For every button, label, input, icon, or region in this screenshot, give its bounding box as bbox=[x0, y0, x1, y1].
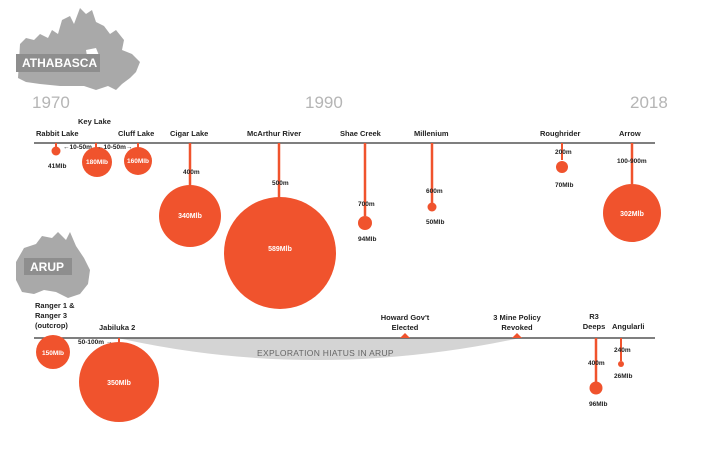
event-howard-govt-elected: Howard Gov't Elected bbox=[381, 313, 430, 338]
resource-value: 26Mlb bbox=[614, 373, 632, 380]
exploration-hiatus-label: EXPLORATION HIATUS IN ARUP bbox=[257, 348, 394, 358]
resource-bubble bbox=[358, 216, 372, 230]
resource-bubble bbox=[124, 147, 152, 175]
deposit-name: Angularli bbox=[612, 322, 645, 331]
resource-value: 589Mlb bbox=[268, 246, 292, 253]
deposit-shae-creek: Shae Creek 700m 94Mlb bbox=[340, 129, 382, 243]
depth-label: 400m bbox=[183, 169, 200, 176]
deposit-name: Millenium bbox=[414, 129, 449, 138]
event-label-line2: Elected bbox=[392, 323, 419, 332]
resource-bubble bbox=[36, 335, 70, 369]
gap-label-1: ←10-50m bbox=[63, 144, 92, 151]
resource-bubble bbox=[82, 147, 112, 177]
resource-value: 302Mlb bbox=[620, 211, 644, 218]
deposit-name-line3: (outcrop) bbox=[35, 321, 68, 330]
gap-label-2: ←10-50m→ bbox=[97, 144, 132, 151]
event-label-line1: 3 Mine Policy bbox=[493, 313, 541, 322]
resource-value: 160Mlb bbox=[127, 158, 149, 165]
deposit-rabbit-lake: Rabbit Lake 41Mlb bbox=[36, 129, 79, 170]
deposit-cluff-lake: Cluff Lake 160Mlb bbox=[118, 129, 154, 175]
resource-value: 150Mlb bbox=[42, 350, 64, 357]
deposit-name: Roughrider bbox=[540, 129, 580, 138]
deposit-name-line1: Ranger 1 & bbox=[35, 301, 75, 310]
depth-label: 400m bbox=[588, 360, 605, 367]
depth-label: 200m bbox=[555, 149, 572, 156]
deposit-mcarthur-river: McArthur River 500m 589Mlb bbox=[224, 129, 336, 309]
deposit-name: McArthur River bbox=[247, 129, 301, 138]
deposit-millenium: Millenium 600m 50Mlb bbox=[414, 129, 449, 226]
deposit-cigar-lake: Cigar Lake 400m 340Mlb bbox=[159, 129, 221, 247]
resource-bubble bbox=[224, 197, 336, 309]
depth-label: 240m bbox=[614, 347, 631, 354]
deposit-name: Jabiluka 2 bbox=[99, 323, 135, 332]
australia-map: ARUP bbox=[16, 232, 90, 298]
event-marker bbox=[512, 333, 522, 338]
resource-bubble bbox=[159, 185, 221, 247]
deposit-r3-deeps: R3 Deeps 400m 96Mlb bbox=[583, 312, 608, 408]
depth-label: 500m bbox=[272, 180, 289, 187]
resource-value: 50Mlb bbox=[426, 219, 444, 226]
resource-bubble bbox=[556, 161, 568, 173]
athabasca-label-bg bbox=[16, 54, 100, 72]
region-label-arup: ARUP bbox=[30, 260, 64, 274]
deposit-name-line2: Deeps bbox=[583, 322, 606, 331]
event-label-line2: Revoked bbox=[501, 323, 533, 332]
depth-label: 50-100m → bbox=[78, 339, 112, 346]
year-1970: 1970 bbox=[32, 93, 70, 112]
arup-label-bg bbox=[24, 258, 72, 275]
resource-bubble bbox=[427, 202, 437, 212]
resource-value: 70Mlb bbox=[555, 182, 573, 189]
deposit-ranger: Ranger 1 & Ranger 3 (outcrop) 150Mlb bbox=[35, 301, 75, 369]
deposit-roughrider: Roughrider 200m 70Mlb bbox=[540, 129, 580, 189]
deposit-arrow: Arrow 100-900m 302Mlb bbox=[603, 129, 661, 242]
deposit-name: Cluff Lake bbox=[118, 129, 154, 138]
deposit-name: Rabbit Lake bbox=[36, 129, 79, 138]
resource-value: 41Mlb bbox=[48, 163, 66, 170]
year-1990: 1990 bbox=[305, 93, 343, 112]
deposit-name-line1: R3 bbox=[589, 312, 599, 321]
deposit-name-line2: Ranger 3 bbox=[35, 311, 67, 320]
canada-map-shape bbox=[18, 8, 140, 90]
deposit-key-lake: Key Lake 180Mlb bbox=[78, 117, 112, 177]
resource-bubble bbox=[79, 342, 159, 422]
resource-bubble bbox=[51, 146, 61, 156]
deposit-name: Key Lake bbox=[78, 117, 111, 126]
resource-bubble bbox=[618, 361, 624, 367]
depth-label: 100-900m bbox=[617, 158, 647, 165]
year-2018: 2018 bbox=[630, 93, 668, 112]
resource-value: 96Mlb bbox=[589, 401, 607, 408]
resource-bubble bbox=[603, 184, 661, 242]
resource-bubble bbox=[589, 381, 603, 395]
deposit-name: Cigar Lake bbox=[170, 129, 208, 138]
exploration-hiatus-band bbox=[118, 338, 520, 360]
event-marker bbox=[400, 333, 410, 338]
event-label-line1: Howard Gov't bbox=[381, 313, 430, 322]
event-3-mine-policy-revoked: 3 Mine Policy Revoked bbox=[493, 313, 542, 338]
deposit-angularli: Angularli 240m 26Mlb bbox=[612, 322, 645, 380]
deposit-name: Arrow bbox=[619, 129, 641, 138]
resource-value: 180Mlb bbox=[86, 159, 108, 166]
resource-value: 350Mlb bbox=[107, 380, 131, 387]
deposit-jabiluka-2: Jabiluka 2 50-100m → 350Mlb bbox=[78, 323, 159, 422]
resource-value: 94Mlb bbox=[358, 236, 376, 243]
canada-map: ATHABASCA bbox=[16, 8, 140, 90]
depth-label: 600m bbox=[426, 188, 443, 195]
depth-label: 700m bbox=[358, 201, 375, 208]
deposit-name: Shae Creek bbox=[340, 129, 382, 138]
resource-value: 340Mlb bbox=[178, 213, 202, 220]
region-label-athabasca: ATHABASCA bbox=[22, 56, 97, 70]
